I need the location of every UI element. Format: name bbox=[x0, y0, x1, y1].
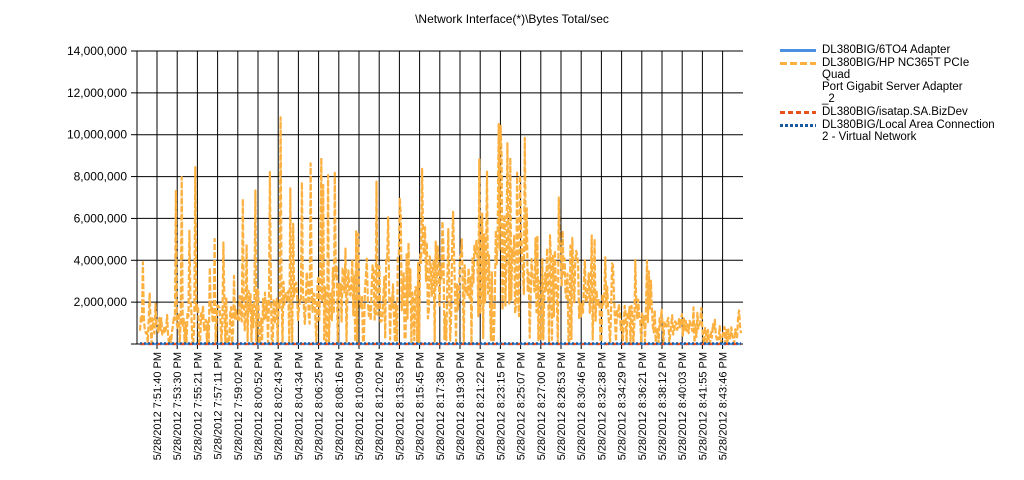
x-tick-label: 5/28/2012 8:15:45 PM bbox=[415, 352, 427, 460]
y-tick-label: 6,000,000 bbox=[74, 211, 128, 225]
x-tick-label: 5/28/2012 8:17:38 PM bbox=[435, 352, 447, 460]
series-line-hp-nc365t-adapter bbox=[138, 116, 743, 346]
x-tick-label: 5/28/2012 7:53:30 PM bbox=[172, 352, 184, 460]
legend-entry-isatap: DL380BIG/isatap.SA.BizDev bbox=[780, 106, 1000, 118]
legend-label-line: _2 bbox=[822, 93, 835, 105]
x-tick-label: 5/28/2012 8:41:55 PM bbox=[697, 352, 709, 460]
x-tick-label: 5/28/2012 8:10:09 PM bbox=[354, 352, 366, 460]
x-tick-label: 5/28/2012 8:32:38 PM bbox=[596, 352, 608, 460]
x-tick-label: 5/28/2012 8:06:25 PM bbox=[314, 352, 326, 460]
legend-swatch bbox=[780, 124, 816, 127]
x-tick-label: 5/28/2012 8:43:46 PM bbox=[718, 352, 730, 460]
y-tick-label: 12,000,000 bbox=[67, 86, 127, 100]
legend-entry-hp-nc365t-adapter: DL380BIG/HP NC365T PCIe Quad Port Gigabit… bbox=[780, 57, 1000, 105]
legend-label-line: DL380BIG/6TO4 Adapter bbox=[822, 44, 951, 56]
x-tick-label: 5/28/2012 7:57:11 PM bbox=[213, 352, 225, 459]
x-tick-label: 5/28/2012 8:23:15 PM bbox=[495, 352, 507, 460]
y-tick-label: 4,000,000 bbox=[74, 253, 128, 267]
x-tick-label: 5/28/2012 8:00:52 PM bbox=[253, 352, 265, 460]
x-tick-label: 5/28/2012 8:19:30 PM bbox=[455, 352, 467, 460]
x-tick-label: 5/28/2012 8:38:12 PM bbox=[657, 352, 669, 460]
y-tick-label: 2,000,000 bbox=[74, 295, 128, 309]
x-tick-label: 5/28/2012 8:21:22 PM bbox=[475, 352, 487, 460]
x-tick-label: 5/28/2012 8:13:53 PM bbox=[394, 352, 406, 460]
legend-label-line: Port Gigabit Server Adapter bbox=[822, 81, 963, 93]
x-tick-label: 5/28/2012 8:27:00 PM bbox=[536, 352, 548, 460]
x-tick-label: 5/28/2012 8:02:43 PM bbox=[273, 352, 285, 460]
legend-label-line: DL380BIG/HP NC365T PCIe Quad bbox=[822, 57, 970, 81]
x-tick-label: 5/28/2012 8:30:46 PM bbox=[576, 352, 588, 460]
legend-entry-6to4-adapter: DL380BIG/6TO4 Adapter bbox=[780, 44, 1000, 56]
x-tick-label: 5/28/2012 8:34:29 PM bbox=[617, 352, 629, 460]
y-tick-label: 8,000,000 bbox=[74, 170, 128, 184]
x-tick-label: 5/28/2012 8:08:16 PM bbox=[334, 352, 346, 460]
legend-swatch bbox=[780, 111, 816, 114]
legend-swatch bbox=[780, 49, 816, 52]
chart-title: \Network Interface(*)\Bytes Total/sec bbox=[415, 12, 609, 26]
legend: DL380BIG/6TO4 Adapter DL380BIG/HP NC365T … bbox=[780, 44, 1000, 144]
legend-label-line: DL380BIG/Local Area Connection bbox=[822, 119, 995, 131]
legend-label-line: 2 - Virtual Network bbox=[822, 131, 917, 143]
x-tick-label: 5/28/2012 8:28:53 PM bbox=[556, 352, 568, 460]
y-tick-label: 14,000,000 bbox=[67, 44, 127, 58]
y-tick-label: 10,000,000 bbox=[67, 128, 127, 142]
legend-label-line: DL380BIG/isatap.SA.BizDev bbox=[822, 106, 968, 118]
x-tick-label: 5/28/2012 8:36:21 PM bbox=[637, 352, 649, 460]
x-tick-label: 5/28/2012 7:55:21 PM bbox=[192, 352, 204, 460]
x-tick-label: 5/28/2012 8:40:03 PM bbox=[677, 352, 689, 460]
x-tick-label: 5/28/2012 8:04:34 PM bbox=[293, 352, 305, 460]
x-tick-label: 5/28/2012 7:51:40 PM bbox=[152, 352, 164, 460]
legend-entry-local-area-connection-2: DL380BIG/Local Area Connection 2 - Virtua… bbox=[780, 119, 1000, 143]
x-tick-label: 5/28/2012 8:12:02 PM bbox=[374, 352, 386, 460]
x-tick-label: 5/28/2012 8:25:07 PM bbox=[516, 352, 528, 460]
legend-swatch bbox=[780, 62, 816, 65]
x-tick-label: 5/28/2012 7:59:02 PM bbox=[233, 352, 245, 460]
